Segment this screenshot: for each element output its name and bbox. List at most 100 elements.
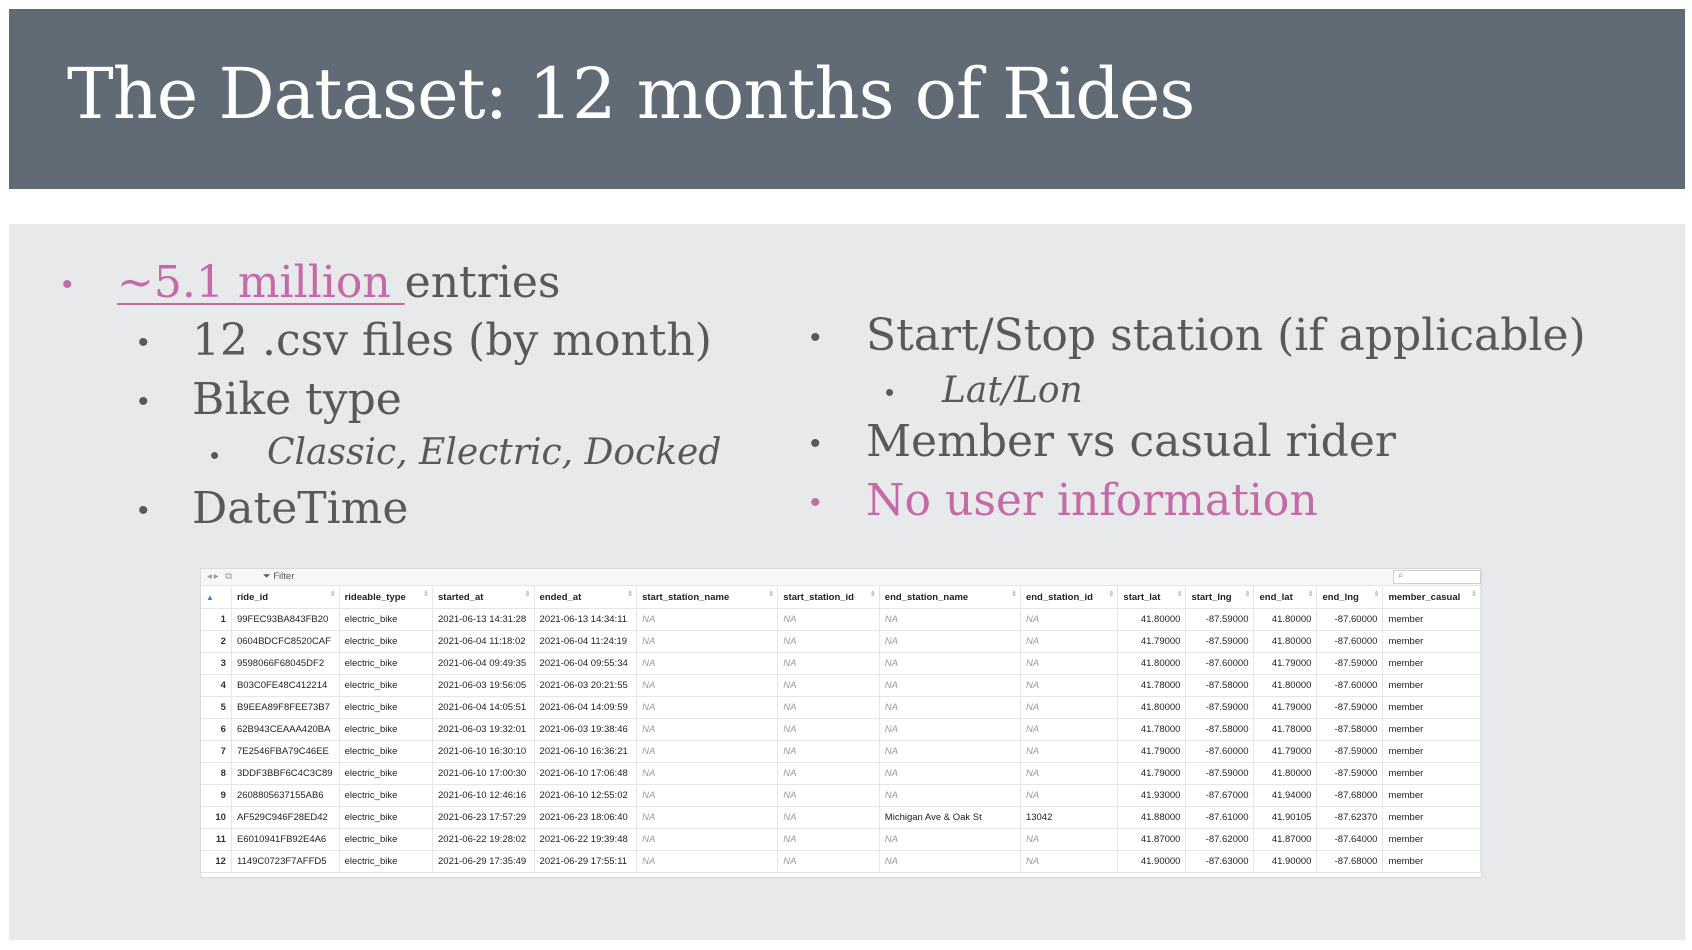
column-header-label: rideable_type <box>344 591 406 603</box>
row-number-header[interactable]: ▲ <box>201 586 232 609</box>
table-row[interactable]: 10 AF529C946F28ED42 electric_bike 2021-06-2… <box>201 806 1481 829</box>
filter-button[interactable]: ⏷ Filter <box>263 571 294 582</box>
table-cell: E6010941FB92E4A6 <box>231 828 340 851</box>
table-cell: electric_bike <box>339 850 434 873</box>
row-number: 8 <box>201 762 232 785</box>
table-row[interactable]: 1 99FEC93BA843FB20 electric_bike 2021-06-13… <box>201 608 1481 631</box>
table-cell: 41.80000 <box>1117 608 1187 631</box>
row-number: 11 <box>201 828 232 851</box>
table-cell: 2021-06-10 17:00:30 <box>432 762 535 785</box>
table-cell: -87.68000 <box>1316 850 1384 873</box>
table-cell: 2021-06-10 17:06:48 <box>534 762 638 785</box>
table-cell: 2021-06-10 16:30:10 <box>432 740 535 763</box>
table-header-row: ▲ ride_id ⇕ rideable_type ⇕ started_at ⇕ ended_… <box>201 586 1481 609</box>
table-cell: NA <box>636 652 779 675</box>
table-row[interactable]: 7 7E2546FBA79C46EE electric_bike 2021-06-10… <box>201 740 1481 763</box>
table-row[interactable]: 4 B03C0FE48C412214 electric_bike 2021-06-03… <box>201 674 1481 697</box>
column-header-label: end_lng <box>1322 591 1359 603</box>
table-row[interactable]: 12 1149C0723F7AFFD5 electric_bike 2021-06-2… <box>201 850 1481 873</box>
table-cell: -87.59000 <box>1316 762 1384 785</box>
table-cell: NA <box>777 696 880 719</box>
table-row[interactable]: 8 3DDF3BBF6C4C3C89 electric_bike 2021-06-10… <box>201 762 1481 785</box>
table-cell: -87.63000 <box>1185 850 1255 873</box>
column-header-start-lng[interactable]: start_lng ⇕ <box>1185 586 1255 609</box>
sort-icon[interactable]: ⇕ <box>1471 591 1477 598</box>
sort-icon[interactable]: ⇕ <box>627 591 634 598</box>
table-cell: NA <box>777 806 880 829</box>
sort-icon[interactable]: ⇕ <box>1108 591 1115 598</box>
search-icon: ⌕ <box>1398 570 1404 581</box>
column-header-start-station-id[interactable]: start_station_id ⇕ <box>777 586 880 609</box>
bullet-member-casual: Member vs casual rider <box>866 416 1396 467</box>
column-header-start-lat[interactable]: start_lat ⇕ <box>1117 586 1187 609</box>
table-cell: 2021-06-04 09:49:35 <box>432 652 535 675</box>
table-row[interactable]: 2 0604BDCFC8520CAF electric_bike 2021-06-04… <box>201 630 1481 653</box>
table-row[interactable]: 6 62B943CEAAA420BA electric_bike 2021-06-03… <box>201 718 1481 741</box>
column-header-ride-id[interactable]: ride_id ⇕ <box>231 586 340 609</box>
table-cell: -87.58000 <box>1185 674 1255 697</box>
nav-icons[interactable]: ◂▸ ⧉ <box>207 571 234 582</box>
bullet-marker: • <box>138 326 149 359</box>
row-number: 9 <box>201 784 232 807</box>
table-cell: -87.59000 <box>1185 630 1255 653</box>
row-number: 2 <box>201 630 232 653</box>
table-cell: 2021-06-03 20:21:55 <box>534 674 638 697</box>
table-cell: 2021-06-29 17:35:49 <box>432 850 535 873</box>
table-cell: NA <box>1020 828 1119 851</box>
sort-icon[interactable]: ⇕ <box>1373 591 1380 598</box>
table-cell: electric_bike <box>339 696 434 719</box>
table-cell: 41.78000 <box>1117 718 1187 741</box>
column-header-end-station-id[interactable]: end_station_id ⇕ <box>1020 586 1119 609</box>
column-header-end-station-name[interactable]: end_station_name ⇕ <box>879 586 1021 609</box>
sort-icon[interactable]: ⇕ <box>1244 591 1251 598</box>
sort-icon[interactable]: ⇕ <box>869 591 876 598</box>
table-cell: NA <box>879 740 1021 763</box>
column-header-ended-at[interactable]: ended_at ⇕ <box>534 586 638 609</box>
sort-icon[interactable]: ⇕ <box>1176 591 1183 598</box>
column-header-member-casual[interactable]: member_casual ⇕ <box>1382 586 1481 609</box>
sort-icon[interactable]: ⇕ <box>1011 591 1017 598</box>
column-header-started-at[interactable]: started_at ⇕ <box>432 586 535 609</box>
table-cell: 3DDF3BBF6C4C3C89 <box>231 762 340 785</box>
filter-icon: ⏷ <box>263 571 271 582</box>
ride-table: ▲ ride_id ⇕ rideable_type ⇕ started_at ⇕ ended_… <box>201 586 1481 873</box>
table-row[interactable]: 3 9598066F68045DF2 electric_bike 2021-06-04… <box>201 652 1481 675</box>
table-row[interactable]: 5 B9EEA89F8FEE73B7 electric_bike 2021-06-04… <box>201 696 1481 719</box>
table-cell: 41.80000 <box>1253 630 1318 653</box>
bullet-bike-type: Bike type <box>192 374 402 425</box>
table-cell: 41.87000 <box>1117 828 1187 851</box>
table-cell: 41.93000 <box>1117 784 1187 807</box>
table-cell: NA <box>1020 608 1119 631</box>
column-header-label: ended_at <box>539 591 582 603</box>
table-cell: 41.90105 <box>1253 806 1318 829</box>
table-cell: NA <box>879 630 1021 653</box>
table-cell: 99FEC93BA843FB20 <box>231 608 340 631</box>
table-cell: NA <box>636 740 779 763</box>
table-row[interactable]: 11 E6010941FB92E4A6 electric_bike 2021-06-2… <box>201 828 1481 851</box>
table-cell: -87.58000 <box>1316 718 1384 741</box>
table-cell: NA <box>636 608 779 631</box>
table-cell: 41.80000 <box>1253 608 1318 631</box>
sort-icon[interactable]: ⇕ <box>524 591 531 598</box>
column-header-rideable-type[interactable]: rideable_type ⇕ <box>339 586 434 609</box>
bullet-bike-kinds: Classic, Electric, Docked <box>267 432 722 473</box>
table-cell: 13042 <box>1020 806 1119 829</box>
search-input[interactable]: ⌕ <box>1393 570 1481 584</box>
table-cell: 2021-06-04 11:24:19 <box>534 630 638 653</box>
sort-icon[interactable]: ⇕ <box>768 591 775 598</box>
column-header-end-lat[interactable]: end_lat ⇕ <box>1253 586 1318 609</box>
table-cell: 2021-06-04 11:18:02 <box>432 630 535 653</box>
column-header-end-lng[interactable]: end_lng ⇕ <box>1316 586 1384 609</box>
table-cell: NA <box>777 740 880 763</box>
sort-icon[interactable]: ⇕ <box>329 591 336 598</box>
table-cell: NA <box>1020 674 1119 697</box>
table-cell: NA <box>777 608 880 631</box>
bullet-marker: • <box>138 385 149 418</box>
table-row[interactable]: 9 2608805637155AB6 electric_bike 2021-06-10… <box>201 784 1481 807</box>
table-cell: -87.64000 <box>1316 828 1384 851</box>
sort-icon[interactable]: ⇕ <box>1307 591 1314 598</box>
column-header-start-station-name[interactable]: start_station_name ⇕ <box>636 586 779 609</box>
sort-icon[interactable]: ⇕ <box>423 591 429 598</box>
table-cell: 2021-06-13 14:34:11 <box>534 608 638 631</box>
table-cell: NA <box>1020 630 1119 653</box>
